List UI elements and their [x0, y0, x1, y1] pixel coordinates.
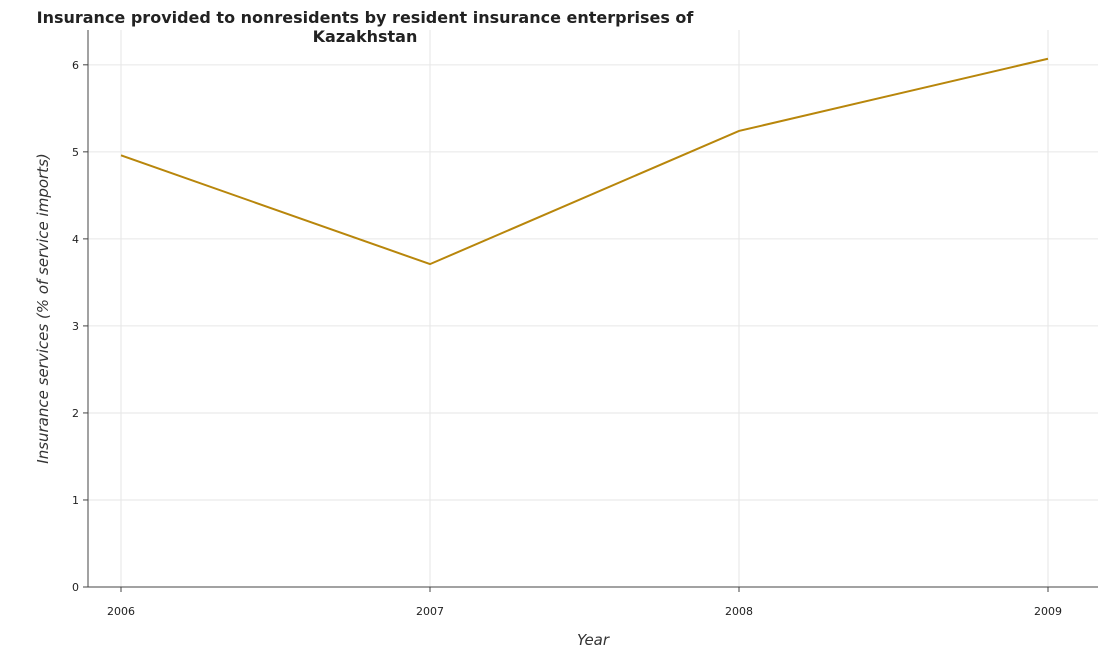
- y-tick-label: 3: [72, 320, 79, 333]
- y-axis-title: Insurance services (% of service imports…: [34, 153, 52, 463]
- x-tick-label: 2007: [416, 605, 444, 618]
- x-axis-title: Year: [577, 631, 610, 649]
- y-tick-label: 6: [72, 59, 79, 72]
- grid: [88, 30, 1098, 588]
- y-tick-label: 0: [72, 581, 79, 594]
- series-line: [120, 57, 1049, 266]
- axes: [83, 30, 1098, 592]
- y-tick-label: 5: [72, 146, 79, 159]
- tick-labels: 0 1 2 3 4 5 6 2006 2007 2008 2009: [72, 59, 1062, 618]
- x-tick-label: 2006: [107, 605, 135, 618]
- x-tick-label: 2009: [1034, 605, 1062, 618]
- x-tick-label: 2008: [725, 605, 753, 618]
- y-tick-label: 2: [72, 407, 79, 420]
- y-tick-label: 1: [72, 494, 79, 507]
- series: [120, 57, 1049, 266]
- chart-title: Insurance provided to nonresidents by re…: [36, 8, 694, 46]
- y-tick-label: 4: [72, 233, 79, 246]
